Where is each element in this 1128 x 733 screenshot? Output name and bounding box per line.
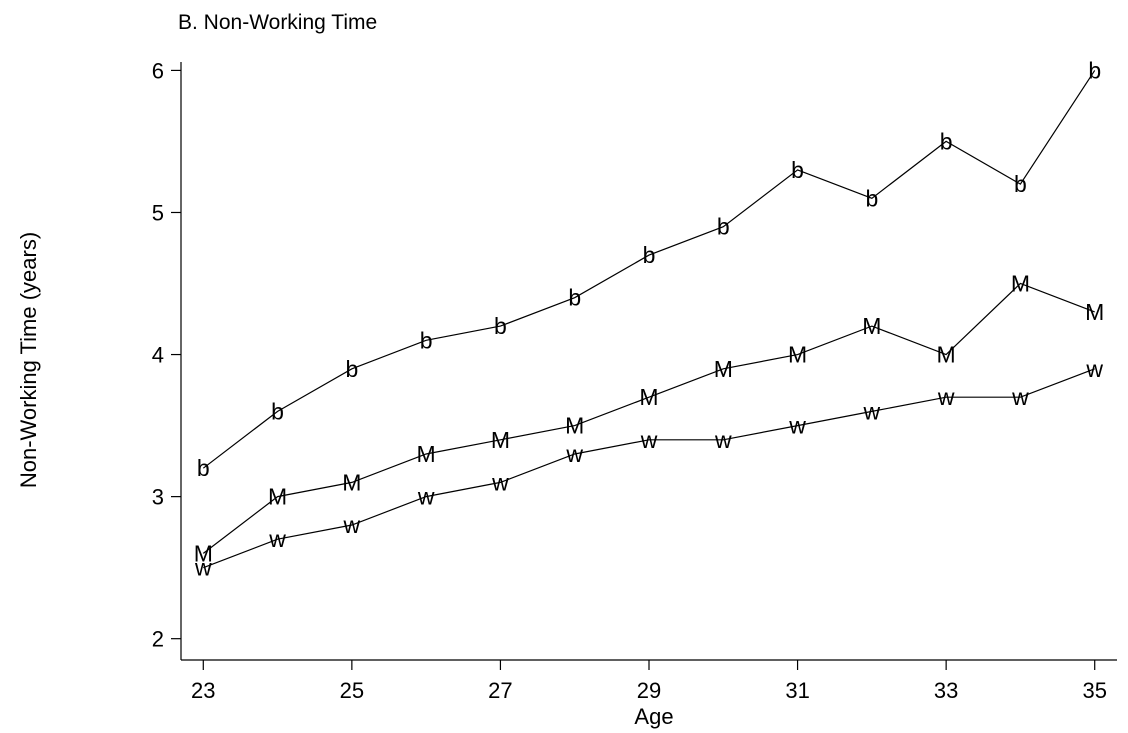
data-point-marker: M xyxy=(342,469,361,495)
axes xyxy=(180,62,1117,661)
x-tick-label: 33 xyxy=(934,678,958,703)
y-tick-label: 2 xyxy=(152,627,164,652)
y-axis-title: Non-Working Time (years) xyxy=(16,232,41,488)
series-line xyxy=(202,70,1096,469)
data-point-marker: b xyxy=(568,285,581,311)
series-line xyxy=(202,282,1095,554)
series-b: b b b b b b b b b b b b b xyxy=(197,57,1101,481)
data-point-marker: w xyxy=(1011,384,1029,410)
x-tick-label: 31 xyxy=(785,678,809,703)
x-tick-label: 27 xyxy=(488,678,512,703)
data-point-marker: b xyxy=(717,214,730,240)
data-point-marker: M xyxy=(862,313,881,339)
data-point-marker: w xyxy=(863,398,881,424)
series-line xyxy=(203,368,1095,569)
data-point-marker: b xyxy=(1014,171,1027,197)
data-point-marker: M xyxy=(417,441,436,467)
y-ticks: 2 3 4 5 6 xyxy=(152,58,181,652)
data-point-marker: w xyxy=(640,427,658,453)
data-point-marker: M xyxy=(565,413,584,439)
data-point-marker: b xyxy=(791,157,804,183)
x-tick-label: 35 xyxy=(1082,678,1106,703)
x-ticks: 23 25 27 29 31 33 35 xyxy=(191,660,1107,703)
data-point-marker: M xyxy=(194,540,213,566)
data-point-marker: M xyxy=(1085,299,1104,325)
data-point-marker: M xyxy=(639,384,658,410)
data-point-marker: b xyxy=(197,455,210,481)
x-tick-label: 29 xyxy=(637,678,661,703)
x-tick-label: 23 xyxy=(191,678,215,703)
data-point-marker: b xyxy=(271,398,284,424)
y-tick-label: 4 xyxy=(152,343,164,368)
series-w: w w w w w w w w w w w w w xyxy=(194,356,1103,581)
data-point-marker: w xyxy=(268,526,286,552)
data-point-marker: M xyxy=(937,342,956,368)
series-M: M M M M M M M M M M M M M xyxy=(194,271,1105,567)
data-point-marker: w xyxy=(1085,356,1103,382)
y-tick-label: 5 xyxy=(152,200,164,225)
data-point-marker: w xyxy=(194,555,212,581)
data-point-marker: b xyxy=(940,128,953,154)
y-tick-label: 6 xyxy=(152,58,164,83)
data-point-marker: M xyxy=(788,342,807,368)
data-point-marker: w xyxy=(565,441,583,467)
x-tick-label: 25 xyxy=(340,678,364,703)
x-axis-title: Age xyxy=(634,704,673,729)
data-point-marker: b xyxy=(1088,57,1101,83)
data-point-marker: w xyxy=(491,469,509,495)
data-point-marker: w xyxy=(788,413,806,439)
data-point-marker: M xyxy=(268,484,287,510)
chart-title: B. Non-Working Time xyxy=(178,11,377,34)
data-point-marker: b xyxy=(420,327,433,353)
data-point-marker: M xyxy=(714,356,733,382)
data-point-marker: w xyxy=(417,484,435,510)
data-point-marker: w xyxy=(937,384,955,410)
data-point-marker: M xyxy=(491,427,510,453)
y-tick-label: 3 xyxy=(152,485,164,510)
data-point-marker: b xyxy=(643,242,656,268)
data-point-marker: b xyxy=(494,313,507,339)
data-point-marker: M xyxy=(1011,271,1030,297)
data-point-marker: b xyxy=(865,185,878,211)
data-point-marker: w xyxy=(343,512,361,538)
data-point-marker: b xyxy=(345,356,358,382)
series-layer: b b b b b b b b b b b b b M M M M M M M M M M M M Mw w w w w w w w w w w w w xyxy=(194,57,1105,580)
data-point-marker: w xyxy=(714,427,732,453)
